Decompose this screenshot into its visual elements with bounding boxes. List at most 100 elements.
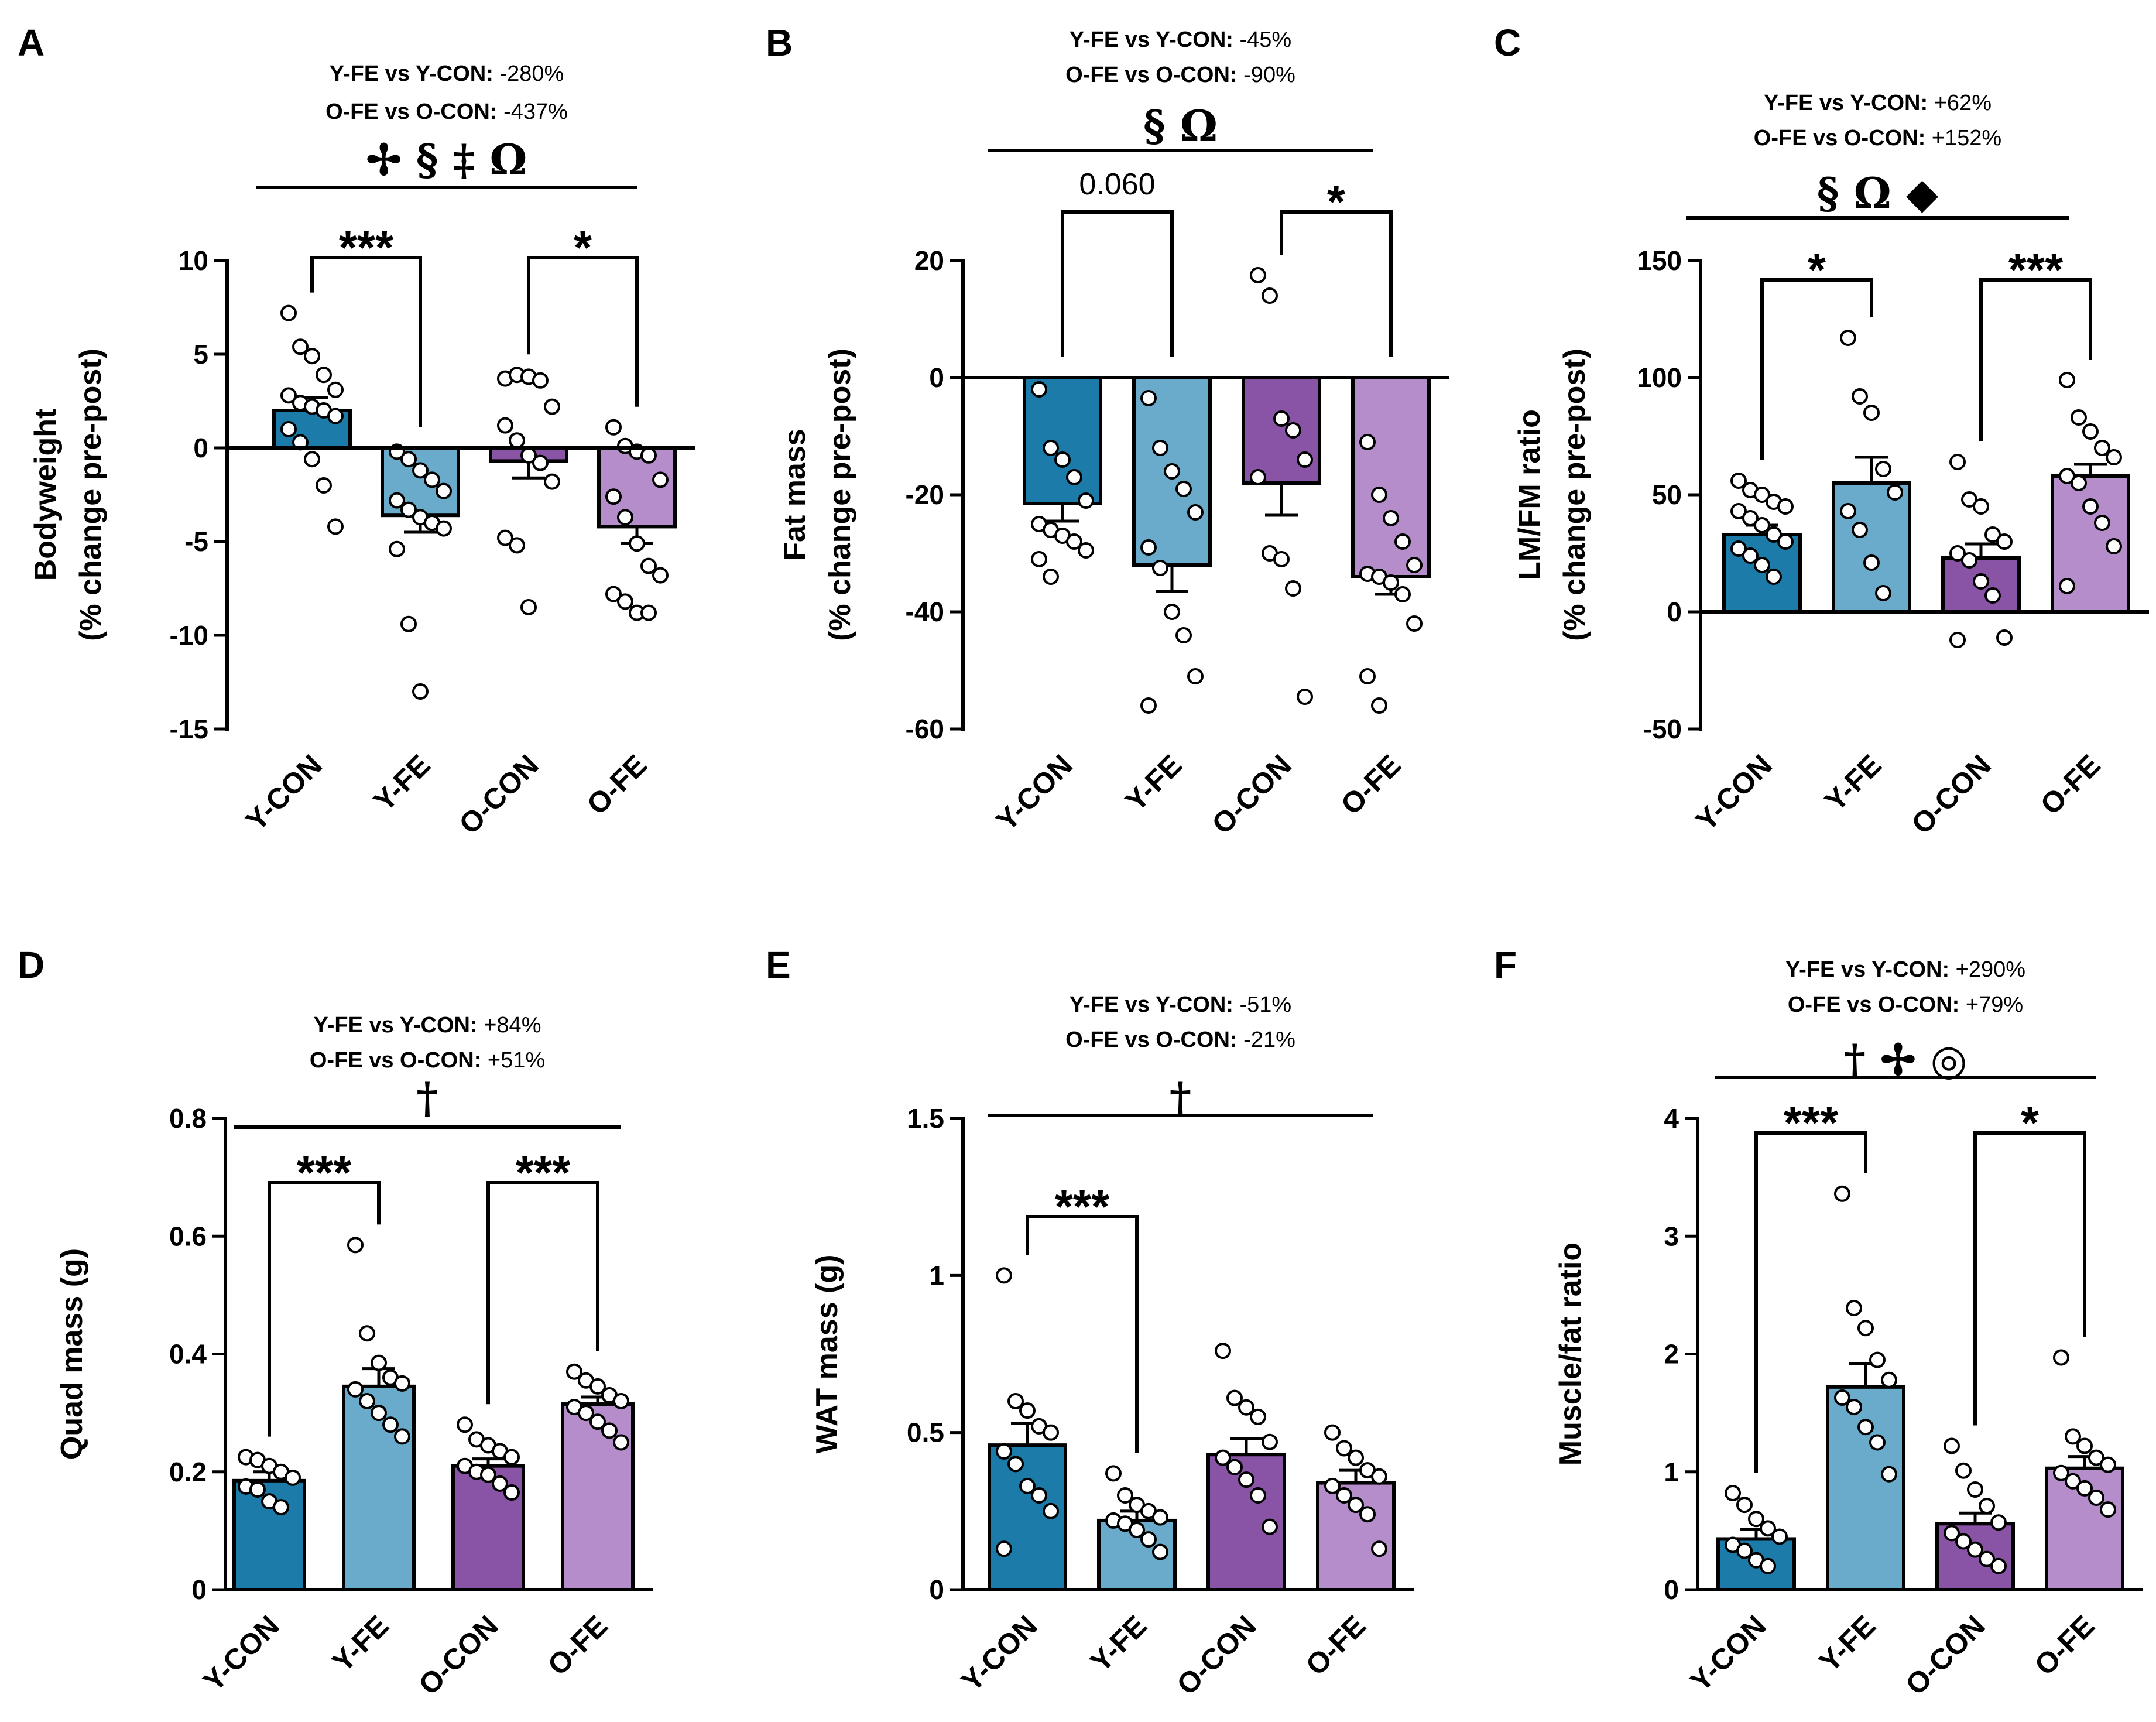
data-point (996, 1540, 1012, 1557)
y-axis-label: (% change pre-post) (74, 348, 108, 641)
y-tick-label: 0.5 (907, 1418, 944, 1448)
data-point (1394, 586, 1411, 602)
data-point (640, 557, 657, 574)
data-point (2071, 409, 2087, 426)
data-point (400, 451, 417, 468)
bar-o-fe (561, 1402, 635, 1591)
category-label: Y-CON (1689, 748, 1778, 837)
data-point (1990, 1557, 2007, 1574)
data-point (1359, 434, 1376, 450)
data-point (1869, 1434, 1886, 1451)
data-point (1324, 1424, 1341, 1441)
y-tick-label: 0.8 (169, 1103, 207, 1134)
y-tick-label: -5 (184, 526, 208, 557)
data-point (1760, 1557, 1776, 1574)
data-point (1273, 410, 1290, 427)
significance-label: *** (1055, 1180, 1110, 1233)
panel-b: B Y-FE vs Y-CON: -45% O-FE vs O-CON: -90% §… (766, 22, 1449, 841)
category-label: Y-CON (955, 1609, 1044, 1698)
y-axis-label: LM/FM ratio (1513, 409, 1547, 580)
data-point (304, 348, 320, 365)
data-point (1887, 484, 1903, 501)
data-point (316, 477, 332, 494)
overall-significance-symbols: § Ω ◆ (1817, 168, 1939, 218)
y-tick-label: 0 (1664, 1574, 1679, 1605)
data-point (1863, 554, 1880, 571)
data-point (424, 471, 440, 488)
data-point (1285, 422, 1301, 439)
data-point (1031, 551, 1047, 567)
comparison-text: Y-FE vs Y-CON: -45% (1070, 28, 1291, 52)
data-point (503, 1484, 520, 1501)
data-point (1031, 381, 1047, 398)
data-point (1297, 689, 1313, 705)
comparison-text: Y-FE vs Y-CON: -51% (1070, 992, 1291, 1017)
data-point (1187, 668, 1204, 684)
y-tick-label: 0 (929, 1574, 944, 1605)
data-point (1152, 1543, 1168, 1560)
panel-label: D (18, 944, 44, 986)
data-point (249, 1481, 266, 1498)
category-label: Y-FE (1119, 748, 1188, 817)
data-point (1875, 461, 1891, 477)
data-point (520, 599, 537, 615)
panel-label: E (766, 944, 791, 986)
data-point (1754, 517, 1770, 533)
data-point (1406, 615, 1423, 632)
data-point (1863, 405, 1880, 421)
y-axis-label: (% change pre-post) (823, 348, 857, 641)
category-label: O-FE (2028, 1609, 2101, 1682)
data-point (400, 615, 417, 632)
comparison-text: Y-FE vs Y-CON: +290% (1785, 957, 2025, 982)
data-point (1979, 1550, 1995, 1567)
data-point (1748, 1511, 1764, 1528)
y-tick-label: 50 (1652, 480, 1682, 510)
category-label: O-CON (1905, 748, 1997, 840)
data-point (1967, 1481, 1983, 1498)
category-label: O-CON (1170, 1609, 1262, 1701)
y-tick-label: 0 (193, 433, 208, 463)
data-point (394, 1428, 410, 1445)
y-axis-label: Muscle/fat ratio (1554, 1242, 1588, 1466)
significance-label: *** (339, 221, 394, 273)
category-label: Y-FE (326, 1609, 395, 1678)
data-point (2076, 1480, 2093, 1497)
data-point (1771, 1528, 1788, 1545)
data-point (1285, 580, 1301, 597)
data-point (617, 593, 633, 610)
y-tick-label: -60 (906, 714, 944, 744)
data-point (1250, 469, 1266, 485)
data-point (1730, 473, 1747, 489)
data-point (1348, 1497, 1364, 1514)
data-point (1996, 629, 2013, 646)
data-point (2059, 372, 2075, 388)
data-point (1066, 533, 1082, 550)
y-tick-label: -10 (170, 620, 208, 651)
data-point (1019, 1477, 1036, 1494)
data-point (1164, 463, 1180, 480)
data-point (436, 482, 452, 499)
data-point (1348, 1449, 1364, 1466)
data-point (1371, 487, 1387, 503)
data-point (544, 473, 560, 490)
y-tick-label: 0 (191, 1574, 207, 1605)
y-tick-label: 0.2 (169, 1457, 207, 1487)
data-point (1736, 1497, 1753, 1514)
data-point (640, 604, 657, 621)
data-point (1175, 481, 1192, 497)
bar-y-con (1023, 376, 1102, 505)
data-point (492, 1475, 508, 1492)
data-point (1187, 504, 1204, 521)
data-point (2065, 1428, 2081, 1445)
panel-d: D Y-FE vs Y-CON: +84% O-FE vs O-CON: +51%†… (18, 944, 653, 1702)
comparison-text: Y-FE vs Y-CON: -280% (330, 61, 564, 86)
y-tick-label: 0 (1667, 597, 1682, 627)
data-point (497, 417, 513, 434)
category-label: O-CON (412, 1609, 504, 1701)
y-axis-label: Fat mass (778, 429, 812, 560)
data-point (1742, 510, 1759, 526)
data-point (1250, 1408, 1266, 1425)
data-point (1043, 569, 1059, 585)
comparison-text: Y-FE vs Y-CON: +62% (1764, 91, 1992, 115)
category-label: Y-CON (990, 748, 1079, 837)
